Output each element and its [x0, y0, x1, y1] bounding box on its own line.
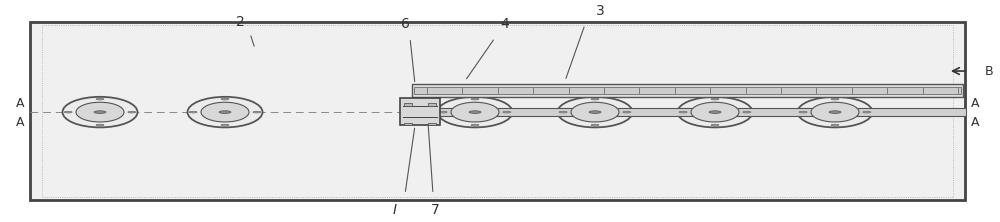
Circle shape	[64, 111, 72, 113]
Circle shape	[221, 124, 229, 126]
Circle shape	[189, 111, 197, 113]
Circle shape	[221, 98, 229, 100]
Bar	[414, 87, 961, 94]
Circle shape	[591, 124, 599, 126]
Circle shape	[128, 111, 136, 113]
Circle shape	[679, 111, 687, 113]
Text: 3: 3	[596, 4, 604, 18]
Circle shape	[589, 111, 601, 113]
Text: 4: 4	[501, 17, 509, 32]
Circle shape	[831, 98, 839, 100]
Bar	[400, 98, 440, 125]
Circle shape	[743, 111, 751, 113]
Bar	[428, 123, 436, 125]
Circle shape	[559, 111, 567, 113]
Text: A: A	[16, 97, 24, 110]
Ellipse shape	[451, 102, 499, 122]
Ellipse shape	[76, 102, 124, 122]
Circle shape	[439, 111, 447, 113]
Circle shape	[863, 111, 871, 113]
Circle shape	[711, 124, 719, 126]
Circle shape	[219, 111, 231, 113]
Bar	[30, 22, 965, 200]
Circle shape	[709, 111, 721, 113]
Text: 6: 6	[401, 17, 409, 32]
Bar	[42, 25, 953, 197]
Ellipse shape	[558, 97, 633, 127]
Text: A: A	[16, 116, 24, 129]
Ellipse shape	[811, 102, 859, 122]
Circle shape	[623, 111, 631, 113]
Text: 2: 2	[236, 15, 244, 29]
Ellipse shape	[188, 97, 262, 127]
Bar	[404, 123, 412, 125]
Circle shape	[96, 98, 104, 100]
Circle shape	[471, 124, 479, 126]
Text: 7: 7	[431, 203, 439, 217]
Circle shape	[711, 98, 719, 100]
Circle shape	[96, 124, 104, 126]
Text: B: B	[985, 65, 994, 77]
Text: A: A	[971, 97, 979, 110]
Circle shape	[253, 111, 261, 113]
Circle shape	[503, 111, 511, 113]
Ellipse shape	[798, 97, 872, 127]
Ellipse shape	[678, 97, 753, 127]
Circle shape	[831, 124, 839, 126]
Ellipse shape	[62, 97, 138, 127]
Ellipse shape	[438, 97, 512, 127]
Circle shape	[829, 111, 841, 113]
Circle shape	[469, 111, 481, 113]
Circle shape	[471, 98, 479, 100]
Ellipse shape	[571, 102, 619, 122]
Bar	[415, 108, 966, 116]
Bar	[412, 84, 963, 97]
Circle shape	[591, 98, 599, 100]
Text: I: I	[393, 203, 397, 217]
Circle shape	[94, 111, 106, 113]
Ellipse shape	[201, 102, 249, 122]
Circle shape	[799, 111, 807, 113]
Bar	[428, 103, 436, 106]
Bar	[404, 103, 412, 106]
Text: A: A	[971, 116, 979, 129]
Ellipse shape	[691, 102, 739, 122]
